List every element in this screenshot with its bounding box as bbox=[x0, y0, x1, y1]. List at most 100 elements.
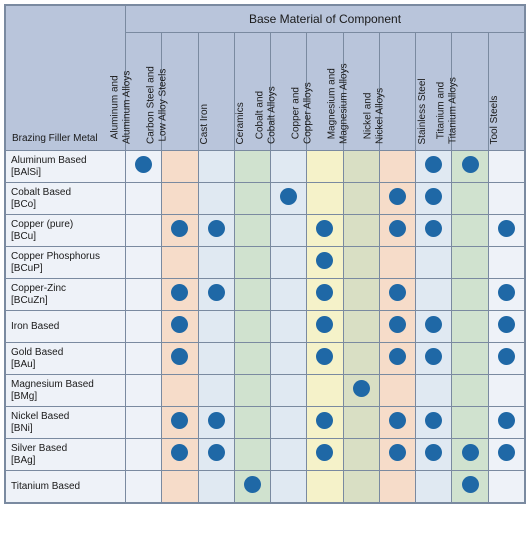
matrix-cell bbox=[416, 151, 452, 183]
matrix-cell bbox=[343, 247, 379, 279]
row-header: Aluminum Based[BAlSi] bbox=[6, 151, 126, 183]
column-header-label: Magnesium andMagnesium Alloys bbox=[327, 63, 350, 144]
row-header: Magnesium Based[BMg] bbox=[6, 375, 126, 407]
matrix-cell bbox=[126, 439, 162, 471]
matrix-cell bbox=[162, 407, 198, 439]
table-row: Copper (pure)[BCu] bbox=[6, 215, 525, 247]
matrix-cell bbox=[198, 279, 234, 311]
matrix-cell bbox=[307, 151, 343, 183]
matrix-cell bbox=[271, 375, 307, 407]
dot-icon bbox=[425, 348, 442, 365]
dot-icon bbox=[425, 444, 442, 461]
matrix-cell bbox=[198, 471, 234, 503]
matrix-cell bbox=[416, 375, 452, 407]
matrix-cell bbox=[162, 279, 198, 311]
dot-icon bbox=[498, 444, 515, 461]
matrix-cell bbox=[126, 151, 162, 183]
matrix-cell bbox=[343, 439, 379, 471]
dot-icon bbox=[389, 284, 406, 301]
matrix-cell bbox=[307, 375, 343, 407]
matrix-cell bbox=[271, 247, 307, 279]
matrix-cell bbox=[126, 407, 162, 439]
matrix-cell bbox=[488, 151, 524, 183]
matrix-cell bbox=[234, 439, 270, 471]
dot-icon bbox=[389, 316, 406, 333]
table-row: Magnesium Based[BMg] bbox=[6, 375, 525, 407]
matrix-cell bbox=[452, 375, 488, 407]
matrix-cell bbox=[307, 279, 343, 311]
matrix-cell bbox=[162, 343, 198, 375]
matrix-cell bbox=[307, 215, 343, 247]
matrix-cell bbox=[379, 247, 415, 279]
dot-icon bbox=[171, 220, 188, 237]
column-header-label: Nickel andNickel Alloys bbox=[363, 88, 386, 144]
column-header-label: Ceramics bbox=[235, 102, 247, 144]
table-row: Nickel Based[BNi] bbox=[6, 407, 525, 439]
matrix-cell bbox=[452, 471, 488, 503]
matrix-cell bbox=[452, 279, 488, 311]
matrix-cell bbox=[126, 375, 162, 407]
matrix-cell bbox=[198, 247, 234, 279]
column-header-label: Cobalt andCobalt Alloys bbox=[254, 86, 277, 144]
matrix-cell bbox=[126, 471, 162, 503]
dot-icon bbox=[208, 284, 225, 301]
matrix-cell bbox=[234, 471, 270, 503]
matrix-cell bbox=[162, 183, 198, 215]
table-row: Gold Based[BAu] bbox=[6, 343, 525, 375]
matrix-cell bbox=[271, 343, 307, 375]
matrix-cell bbox=[234, 183, 270, 215]
matrix-cell bbox=[126, 343, 162, 375]
matrix-cell bbox=[234, 247, 270, 279]
row-header: Copper (pure)[BCu] bbox=[6, 215, 126, 247]
matrix-cell bbox=[234, 151, 270, 183]
matrix-cell bbox=[162, 375, 198, 407]
matrix-cell bbox=[452, 215, 488, 247]
dot-icon bbox=[316, 252, 333, 269]
matrix-cell bbox=[343, 279, 379, 311]
matrix-cell bbox=[162, 247, 198, 279]
dot-icon bbox=[316, 220, 333, 237]
row-header: Nickel Based[BNi] bbox=[6, 407, 126, 439]
dot-icon bbox=[208, 220, 225, 237]
dot-icon bbox=[498, 284, 515, 301]
row-header: Copper-Zinc[BCuZn] bbox=[6, 279, 126, 311]
dot-icon bbox=[498, 412, 515, 429]
matrix-cell bbox=[162, 151, 198, 183]
corner-label: Brazing Filler Metal bbox=[12, 133, 98, 144]
dot-icon bbox=[316, 316, 333, 333]
dot-icon bbox=[389, 412, 406, 429]
row-header: Silver Based[BAg] bbox=[6, 439, 126, 471]
matrix-cell bbox=[379, 151, 415, 183]
matrix-cell bbox=[488, 407, 524, 439]
matrix-cell bbox=[234, 311, 270, 343]
dot-icon bbox=[316, 348, 333, 365]
matrix-cell bbox=[234, 215, 270, 247]
dot-icon bbox=[389, 348, 406, 365]
brazing-compatibility-table: Brazing Filler Metal Base Material of Co… bbox=[4, 4, 526, 504]
matrix-cell bbox=[198, 151, 234, 183]
matrix-cell bbox=[198, 439, 234, 471]
matrix-cell bbox=[416, 247, 452, 279]
matrix-cell bbox=[343, 343, 379, 375]
matrix-cell bbox=[452, 439, 488, 471]
dot-icon bbox=[425, 316, 442, 333]
dot-icon bbox=[208, 412, 225, 429]
dot-icon bbox=[498, 316, 515, 333]
matrix-cell bbox=[416, 183, 452, 215]
matrix-cell bbox=[271, 311, 307, 343]
table-row: Iron Based bbox=[6, 311, 525, 343]
dot-icon bbox=[425, 220, 442, 237]
matrix-cell bbox=[488, 183, 524, 215]
column-header-label: Aluminum andAluminum Alloys bbox=[109, 71, 132, 144]
row-header: Titanium Based bbox=[6, 471, 126, 503]
matrix-cell bbox=[452, 343, 488, 375]
dot-icon bbox=[462, 444, 479, 461]
matrix-cell bbox=[271, 439, 307, 471]
table-row: Copper-Zinc[BCuZn] bbox=[6, 279, 525, 311]
dot-icon bbox=[425, 156, 442, 173]
row-header: Iron Based bbox=[6, 311, 126, 343]
matrix-cell bbox=[198, 343, 234, 375]
column-header-label: Tool Steels bbox=[489, 95, 501, 144]
dot-icon bbox=[171, 412, 188, 429]
column-header-label: Copper andCopper Alloys bbox=[290, 82, 313, 144]
